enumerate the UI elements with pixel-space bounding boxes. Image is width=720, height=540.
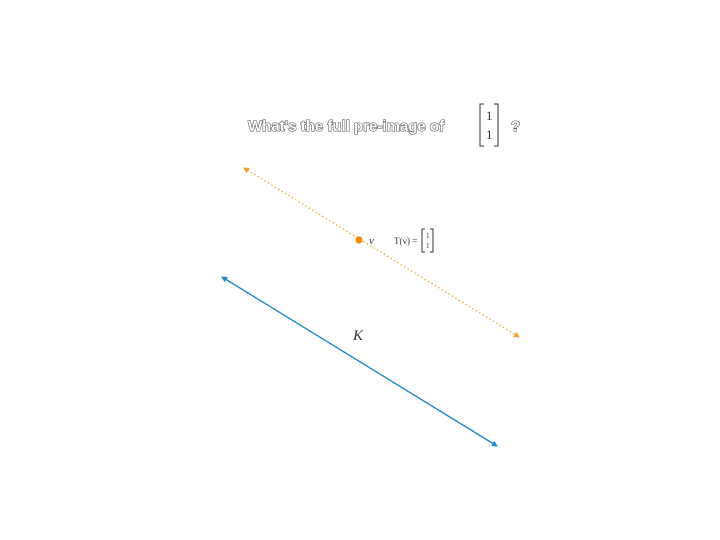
question-vector-right-bracket bbox=[494, 103, 499, 147]
question-vector: 1 1 bbox=[479, 103, 499, 147]
point-map-entry-1: 1 bbox=[426, 232, 430, 240]
question-vector-left-bracket bbox=[479, 103, 484, 147]
question-vector-entry-1: 1 bbox=[486, 108, 493, 123]
preimage-line bbox=[243, 167, 520, 338]
question-vector-entry-2: 1 bbox=[486, 127, 493, 142]
point-map-entry-2: 1 bbox=[426, 242, 430, 250]
question-text: What's the full pre-image of bbox=[248, 118, 445, 135]
question-heading: What's the full pre-image of 1 1 ? bbox=[247, 103, 521, 147]
kernel-line-label: K bbox=[352, 328, 364, 344]
point-map-right-bracket bbox=[430, 228, 434, 253]
point-map-lhs: T(v) = bbox=[394, 236, 417, 246]
question-mark: ? bbox=[511, 118, 520, 135]
point-v bbox=[355, 236, 363, 244]
kernel-line bbox=[221, 276, 498, 447]
point-map-left-bracket bbox=[421, 228, 425, 253]
point-v-label: v bbox=[369, 235, 374, 247]
point-mapping: T(v) = 1 1 bbox=[394, 228, 434, 253]
